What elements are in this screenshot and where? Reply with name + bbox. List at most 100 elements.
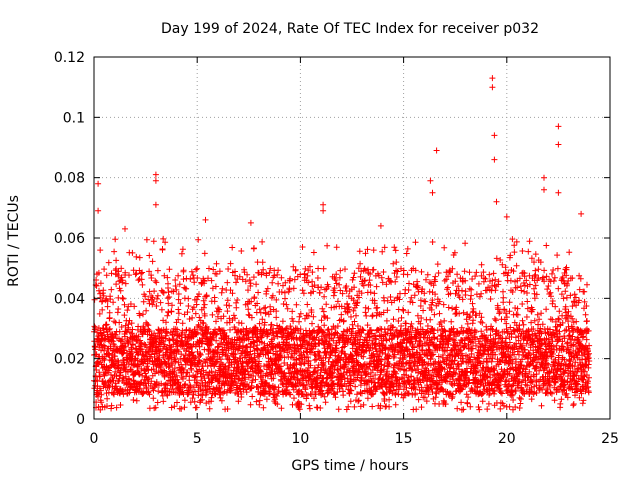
data-point — [513, 388, 519, 394]
data-point — [117, 369, 124, 376]
data-point — [218, 397, 225, 404]
data-point — [220, 313, 227, 320]
data-point — [344, 309, 351, 316]
data-point — [543, 360, 550, 367]
data-point — [107, 293, 114, 300]
data-point — [191, 279, 198, 286]
data-point — [515, 370, 522, 376]
data-point — [310, 288, 317, 295]
data-point — [370, 350, 377, 357]
data-point — [380, 269, 387, 275]
data-point — [479, 398, 486, 405]
data-point — [525, 327, 532, 334]
data-point — [550, 369, 557, 376]
data-point — [559, 343, 566, 350]
data-point — [311, 395, 317, 402]
data-point — [136, 254, 143, 261]
data-point — [201, 278, 208, 285]
data-point — [538, 310, 545, 317]
data-point — [146, 300, 153, 307]
data-point — [397, 383, 404, 390]
data-point — [226, 302, 233, 309]
data-point — [399, 331, 406, 338]
data-point — [378, 274, 385, 281]
data-point — [531, 259, 537, 266]
data-point — [350, 297, 357, 304]
data-point — [128, 330, 135, 337]
data-point — [238, 320, 245, 327]
data-point — [267, 355, 274, 362]
data-point — [108, 371, 114, 378]
data-point — [289, 308, 296, 315]
data-point — [273, 308, 280, 315]
data-point — [522, 346, 528, 353]
data-point — [534, 311, 541, 318]
data-point — [478, 290, 485, 297]
data-point — [383, 317, 390, 324]
data-point — [238, 350, 245, 357]
data-point — [404, 245, 411, 252]
data-point — [558, 396, 565, 403]
data-point — [358, 390, 365, 397]
data-point — [405, 309, 412, 316]
data-point — [558, 291, 565, 298]
data-point — [321, 393, 328, 400]
data-point — [549, 298, 556, 304]
data-point — [562, 309, 569, 316]
data-point — [182, 381, 189, 388]
data-point — [384, 297, 391, 304]
data-point — [101, 329, 107, 336]
data-point — [452, 278, 459, 285]
data-point — [528, 255, 535, 262]
data-point — [514, 373, 521, 380]
data-point — [446, 268, 453, 275]
data-point — [113, 404, 120, 411]
data-point — [441, 327, 448, 334]
data-point — [354, 391, 360, 398]
data-points — [91, 75, 593, 413]
data-point — [322, 349, 329, 356]
data-point — [547, 316, 554, 323]
data-point — [500, 346, 507, 353]
data-point — [183, 326, 190, 333]
data-point — [529, 306, 536, 313]
data-point — [321, 322, 328, 329]
data-point — [516, 394, 523, 401]
data-point — [532, 271, 539, 278]
data-point — [336, 274, 343, 281]
data-point — [309, 269, 316, 276]
data-point — [259, 316, 266, 323]
data-point — [108, 402, 115, 409]
data-point — [236, 386, 243, 393]
data-point — [480, 269, 487, 276]
data-point — [363, 381, 370, 388]
data-point — [472, 336, 479, 343]
data-point — [356, 294, 362, 301]
data-point — [373, 386, 380, 393]
data-point — [513, 262, 520, 269]
data-point — [128, 320, 135, 327]
data-point — [297, 326, 304, 333]
data-point — [118, 324, 125, 330]
data-point — [162, 381, 169, 388]
data-point — [477, 360, 484, 367]
data-point — [144, 321, 151, 328]
data-point — [181, 397, 188, 404]
data-point — [446, 332, 453, 339]
data-point — [262, 310, 269, 317]
data-point — [465, 334, 472, 341]
data-point — [256, 397, 263, 404]
data-point — [117, 402, 124, 408]
data-point — [319, 329, 326, 335]
data-point — [356, 366, 363, 373]
data-point — [458, 324, 465, 331]
data-point — [526, 350, 533, 357]
data-point — [165, 309, 172, 316]
data-point — [479, 390, 486, 397]
data-point — [94, 377, 101, 384]
data-point — [98, 399, 105, 406]
data-point — [306, 402, 313, 409]
data-point — [362, 250, 369, 257]
data-point — [497, 257, 504, 263]
data-point — [474, 368, 481, 375]
